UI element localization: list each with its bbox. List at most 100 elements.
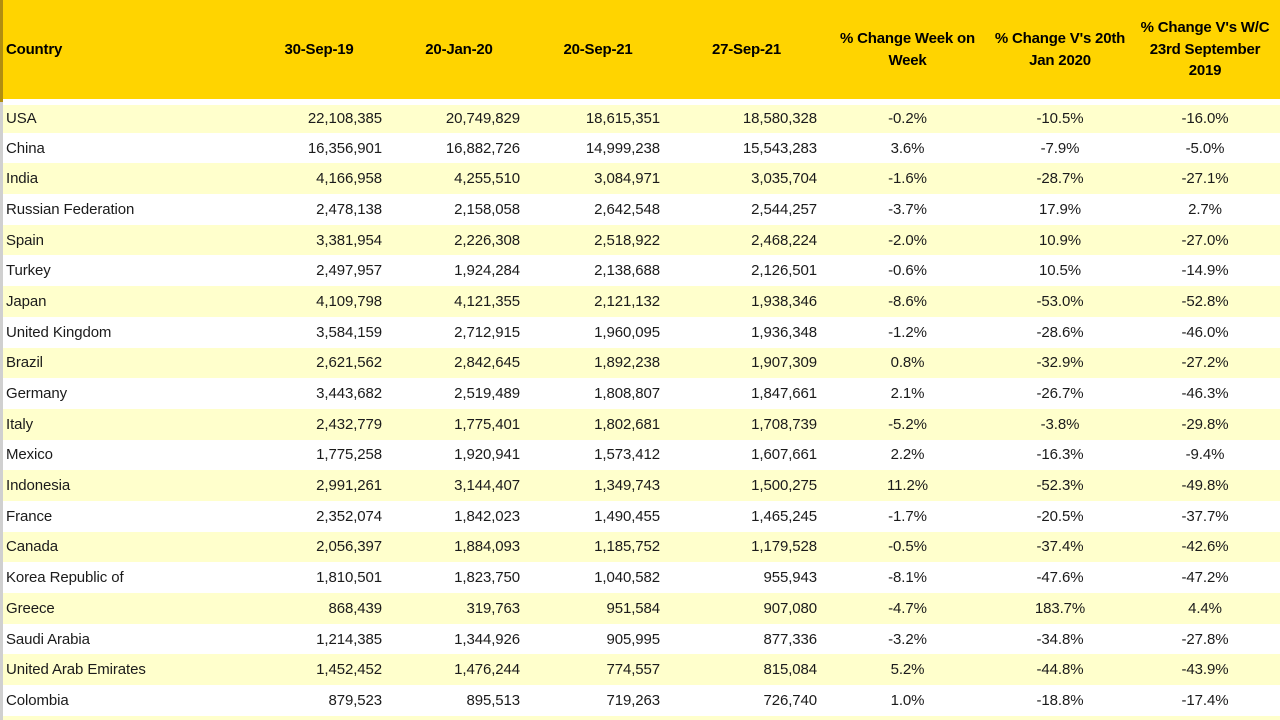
value-cell: 2.7%	[1188, 200, 1222, 218]
table-row: Russian Federation 2,478,138 2,158,058 2…	[0, 194, 1280, 225]
value-cell: 16,882,726	[445, 139, 520, 157]
value-cell: 1,842,023	[454, 507, 520, 525]
value-cell: -10.5%	[1036, 110, 1084, 128]
table-row: China 16,356,901 16,882,726 14,999,238 1…	[0, 132, 1280, 164]
country-cell: Brazil	[6, 354, 43, 372]
value-cell: 2,352,074	[316, 507, 382, 525]
header-20-jan-20: 20-Jan-20	[390, 0, 528, 105]
value-cell: 18,580,328	[742, 110, 817, 128]
value-cell: 3,144,407	[454, 477, 520, 495]
value-cell: -14.9%	[1181, 262, 1229, 280]
value-cell: -5.0%	[1185, 139, 1225, 157]
country-cell: United Arab Emirates	[6, 661, 146, 679]
value-cell: -47.6%	[1036, 569, 1084, 587]
value-cell: 877,336	[763, 630, 817, 648]
value-cell: 1,960,095	[594, 323, 660, 341]
header-20-sep-21: 20-Sep-21	[528, 0, 668, 105]
value-cell: 1,847,661	[751, 385, 817, 403]
country-cell: India	[6, 170, 39, 188]
value-cell: 2,432,779	[316, 415, 382, 433]
value-cell: -16.3%	[1036, 446, 1084, 464]
value-cell: -46.0%	[1181, 323, 1229, 341]
country-cell: USA	[6, 110, 37, 128]
value-cell: 815,084	[763, 661, 817, 679]
value-cell: -1.2%	[888, 323, 927, 341]
value-cell: -18.8%	[1036, 691, 1084, 709]
table-body: USA 22,108,385 20,749,829 18,615,351 18,…	[0, 102, 1280, 716]
value-cell: -28.6%	[1036, 323, 1084, 341]
value-cell: 1,810,501	[316, 569, 382, 587]
value-cell: 1,490,455	[594, 507, 660, 525]
value-cell: 2,121,132	[594, 292, 660, 310]
value-cell: -27.1%	[1181, 170, 1229, 188]
value-cell: 1,708,739	[751, 415, 817, 433]
value-cell: -16.0%	[1181, 110, 1229, 128]
value-cell: 10.5%	[1038, 262, 1082, 280]
value-cell: 868,439	[328, 599, 382, 617]
country-cell: Mexico	[6, 446, 53, 464]
value-cell: 2,712,915	[454, 323, 520, 341]
value-cell: 2.1%	[890, 385, 925, 403]
table-row: United Kingdom 3,584,159 2,712,915 1,960…	[0, 316, 1280, 348]
table-row: Germany 3,443,682 2,519,489 1,808,807 1,…	[0, 378, 1280, 409]
table-row: Canada 2,056,397 1,884,093 1,185,752 1,1…	[0, 531, 1280, 563]
value-cell: 1.0%	[890, 691, 925, 709]
table-row: France 2,352,074 1,842,023 1,490,455 1,4…	[0, 500, 1280, 532]
header-row: Country 30-Sep-19 20-Jan-20 20-Sep-21 27…	[0, 0, 1280, 105]
header-country: Country	[0, 0, 248, 105]
value-cell: 879,523	[328, 691, 382, 709]
value-cell: 907,080	[763, 599, 817, 617]
value-cell: -37.4%	[1036, 538, 1084, 556]
value-cell: 1,040,582	[594, 569, 660, 587]
country-cell: France	[6, 507, 53, 525]
header-change-vs-wc-23-sep: % Change V's W/C 23rd September 2019	[1130, 0, 1280, 105]
value-cell: 3,381,954	[316, 231, 382, 249]
value-cell: 17.9%	[1038, 200, 1082, 218]
value-cell: 4.4%	[1188, 599, 1222, 617]
value-cell: 2,544,257	[751, 200, 817, 218]
value-cell: 3,443,682	[316, 385, 382, 403]
value-cell: 1,179,528	[751, 538, 817, 556]
value-cell: -7.9%	[1040, 139, 1080, 157]
value-cell: -49.8%	[1181, 477, 1229, 495]
table-row: Turkey 2,497,957 1,924,284 2,138,688 2,1…	[0, 255, 1280, 287]
value-cell: 11.2%	[887, 477, 928, 495]
value-cell: -29.8%	[1181, 415, 1229, 433]
table-row: Indonesia 2,991,261 3,144,407 1,349,743 …	[0, 470, 1280, 501]
table-row: Saudi Arabia 1,214,385 1,344,926 905,995…	[0, 623, 1280, 655]
value-cell: 2,468,224	[751, 231, 817, 249]
value-cell: 1,920,941	[454, 446, 520, 464]
value-cell: -34.8%	[1036, 630, 1084, 648]
value-cell: -52.8%	[1181, 292, 1229, 310]
value-cell: 955,943	[763, 569, 817, 587]
value-cell: -44.8%	[1036, 661, 1084, 679]
value-cell: 2,991,261	[316, 477, 382, 495]
value-cell: 319,763	[466, 599, 520, 617]
value-cell: 2,158,058	[454, 200, 520, 218]
table-row: Korea Republic of 1,810,501 1,823,750 1,…	[0, 562, 1280, 593]
table-row: USA 22,108,385 20,749,829 18,615,351 18,…	[0, 102, 1280, 133]
value-cell: 3,035,704	[751, 170, 817, 188]
value-cell: 2,642,548	[594, 200, 660, 218]
value-cell: -5.2%	[888, 415, 927, 433]
table-header: Country 30-Sep-19 20-Jan-20 20-Sep-21 27…	[0, 0, 1280, 105]
value-cell: -26.7%	[1036, 385, 1084, 403]
value-cell: 1,573,412	[594, 446, 660, 464]
value-cell: -4.7%	[888, 599, 927, 617]
table-row: India 4,166,958 4,255,510 3,084,971 3,03…	[0, 163, 1280, 195]
value-cell: 726,740	[763, 691, 817, 709]
table-row: Japan 4,109,798 4,121,355 2,121,132 1,93…	[0, 286, 1280, 317]
value-cell: 2,519,489	[454, 385, 520, 403]
value-cell: -53.0%	[1036, 292, 1084, 310]
table-row: Colombia 879,523 895,513 719,263 726,740…	[0, 685, 1280, 716]
value-cell: -3.7%	[888, 200, 927, 218]
value-cell: 18,615,351	[585, 110, 660, 128]
header-30-sep-19: 30-Sep-19	[248, 0, 390, 105]
value-cell: 15,543,283	[742, 139, 817, 157]
country-cell: Russian Federation	[6, 200, 135, 218]
table-row: United Arab Emirates 1,452,452 1,476,244…	[0, 654, 1280, 686]
table-row: Italy 2,432,779 1,775,401 1,802,681 1,70…	[0, 408, 1280, 440]
value-cell: -27.2%	[1181, 354, 1229, 372]
